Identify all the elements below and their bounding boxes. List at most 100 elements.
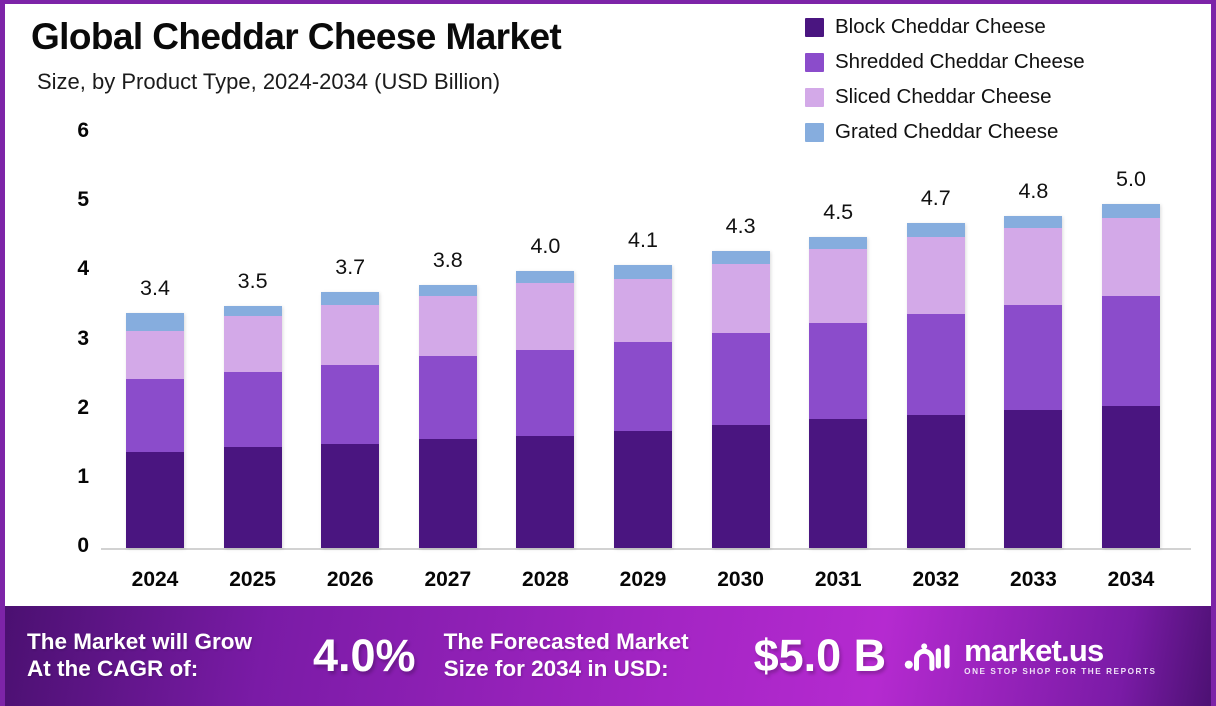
legend-label-sliced: Sliced Cheddar Cheese (835, 85, 1052, 108)
bar-2026[interactable] (321, 292, 380, 548)
market-us-logo-icon (904, 639, 954, 673)
bar-2025[interactable] (223, 305, 282, 548)
cagr-caption-line1: The Market will Grow (27, 629, 253, 655)
bar-total-label-2030: 4.3 (725, 213, 756, 238)
brand-name: market.us (964, 633, 1104, 669)
legend-label-shredded: Shredded Cheddar Cheese (835, 50, 1085, 73)
forecast-caption-line2: Size for 2034 in USD: (443, 656, 669, 681)
bar-2033[interactable] (1004, 216, 1063, 548)
x-axis-tick-2026: 2026 (326, 568, 374, 591)
brand-tagline: ONE STOP SHOP FOR THE REPORTS (964, 667, 1157, 677)
bar-segment-block-2024[interactable] (126, 451, 184, 548)
bar-segment-block-2029[interactable] (614, 431, 672, 548)
bar-segment-shredded-2030[interactable] (711, 332, 770, 425)
brand-text: market.us ONE STOP SHOP FOR THE REPORTS (964, 635, 1156, 676)
x-axis-tick-2028: 2028 (522, 568, 569, 591)
y-axis-tick: 4 (77, 257, 89, 281)
bar-segment-shredded-2033[interactable] (1004, 305, 1063, 410)
bar-segment-grated-2030[interactable] (711, 250, 770, 264)
bar-2031[interactable] (809, 236, 868, 548)
bar-segment-shredded-2028[interactable] (516, 350, 575, 436)
bar-segment-block-2027[interactable] (418, 439, 477, 548)
bar-segment-block-2032[interactable] (906, 415, 965, 548)
bar-segment-sliced-2028[interactable] (516, 283, 575, 351)
y-axis-tick: 1 (77, 464, 89, 488)
bar-segment-sliced-2032[interactable] (906, 236, 965, 315)
bar-segment-shredded-2024[interactable] (126, 379, 184, 452)
bar-segment-grated-2025[interactable] (223, 305, 282, 317)
bar-segment-sliced-2026[interactable] (321, 305, 380, 365)
bar-segment-sliced-2033[interactable] (1004, 227, 1063, 306)
bar-total-label-2024: 3.4 (140, 275, 170, 300)
bar-segment-shredded-2027[interactable] (418, 356, 477, 440)
bar-total-label-2028: 4.0 (530, 234, 561, 259)
bar-segment-sliced-2030[interactable] (711, 263, 770, 333)
x-axis-tick-2033: 2033 (1010, 568, 1057, 591)
legend-label-block: Block Cheddar Cheese (835, 15, 1046, 38)
bar-segment-sliced-2034[interactable] (1102, 218, 1160, 297)
bar-segment-block-2026[interactable] (321, 443, 380, 548)
bar-segment-sliced-2029[interactable] (614, 278, 672, 342)
bar-total-label-2027: 3.8 (432, 248, 463, 273)
bar-segment-sliced-2024[interactable] (126, 330, 184, 380)
bar-segment-block-2031[interactable] (809, 419, 868, 548)
bar-segment-grated-2026[interactable] (321, 292, 380, 306)
x-axis-tick-2027: 2027 (424, 568, 472, 591)
bar-segment-grated-2034[interactable] (1102, 204, 1160, 219)
x-axis-tick-2032: 2032 (912, 568, 960, 591)
y-axis-tick: 2 (77, 395, 89, 419)
y-axis-tick: 5 (77, 188, 89, 212)
cagr-caption-line2: At the CAGR of: (27, 656, 199, 681)
bar-segment-shredded-2032[interactable] (906, 314, 965, 416)
page-title: Global Cheddar Cheese Market (31, 16, 562, 57)
bar-segment-shredded-2025[interactable] (223, 372, 282, 448)
legend-swatch-sliced (805, 87, 824, 107)
x-axis-tick-2030: 2030 (717, 568, 764, 591)
bar-2030[interactable] (711, 250, 770, 548)
bar-segment-grated-2032[interactable] (906, 222, 965, 237)
bar-total-label-2034: 5.0 (1116, 167, 1146, 192)
bar-2028[interactable] (516, 271, 575, 548)
bar-segment-sliced-2027[interactable] (418, 295, 477, 357)
bar-2032[interactable] (906, 222, 965, 548)
bar-segment-sliced-2025[interactable] (223, 316, 282, 373)
bar-segment-grated-2031[interactable] (809, 236, 868, 249)
forecast-caption-line1: The Forecasted Market (443, 629, 689, 655)
bar-total-label-2032: 4.7 (920, 185, 951, 210)
legend-item-shredded[interactable]: Shredded Cheddar Cheese (805, 48, 1085, 76)
bar-segment-grated-2033[interactable] (1004, 216, 1063, 228)
bar-segment-shredded-2026[interactable] (321, 364, 380, 444)
bar-segment-grated-2028[interactable] (516, 271, 575, 284)
bar-segment-grated-2024[interactable] (126, 312, 184, 331)
bar-total-label-2025: 3.5 (237, 268, 268, 293)
legend-swatch-shredded (805, 52, 824, 72)
bar-2029[interactable] (614, 265, 672, 548)
bar-segment-block-2025[interactable] (223, 447, 282, 548)
bar-segment-block-2033[interactable] (1004, 409, 1063, 548)
bar-total-label-2033: 4.8 (1018, 179, 1049, 203)
bar-segment-shredded-2029[interactable] (614, 341, 672, 432)
bar-segment-grated-2029[interactable] (614, 265, 672, 279)
bar-total-label-2026: 3.7 (335, 255, 366, 280)
legend-item-block[interactable]: Block Cheddar Cheese (805, 13, 1085, 41)
bar-segment-block-2030[interactable] (711, 424, 770, 548)
legend-swatch-grated (805, 122, 824, 142)
bar-segment-grated-2027[interactable] (418, 285, 477, 296)
bar-2027[interactable] (418, 285, 477, 548)
bar-2024[interactable] (126, 312, 184, 548)
chart-plot-area: 0 1 2 3 4 5 6 3.4 2024 3.5 2025 3.7 2026 3.8 2027 4.0 20… (5, 4, 1211, 610)
legend-item-sliced[interactable]: Sliced Cheddar Cheese (805, 83, 1085, 111)
legend-item-grated[interactable]: Grated Cheddar Cheese (805, 118, 1085, 146)
bar-segment-shredded-2031[interactable] (809, 322, 868, 420)
y-axis-tick: 3 (77, 326, 89, 350)
bar-segment-sliced-2031[interactable] (809, 248, 868, 323)
x-axis-tick-2031: 2031 (814, 568, 862, 591)
forecast-value: $5.0 B (753, 630, 887, 681)
bar-segment-block-2028[interactable] (516, 435, 575, 548)
bar-segment-shredded-2034[interactable] (1102, 296, 1160, 407)
x-axis-tick-2034: 2034 (1107, 568, 1155, 591)
cagr-caption: The Market will Grow At the CAGR of: (27, 629, 285, 682)
bar-segment-block-2034[interactable] (1102, 406, 1160, 548)
brand-logo[interactable]: market.us ONE STOP SHOP FOR THE REPORTS (904, 635, 1156, 676)
bar-2034[interactable] (1102, 204, 1160, 548)
